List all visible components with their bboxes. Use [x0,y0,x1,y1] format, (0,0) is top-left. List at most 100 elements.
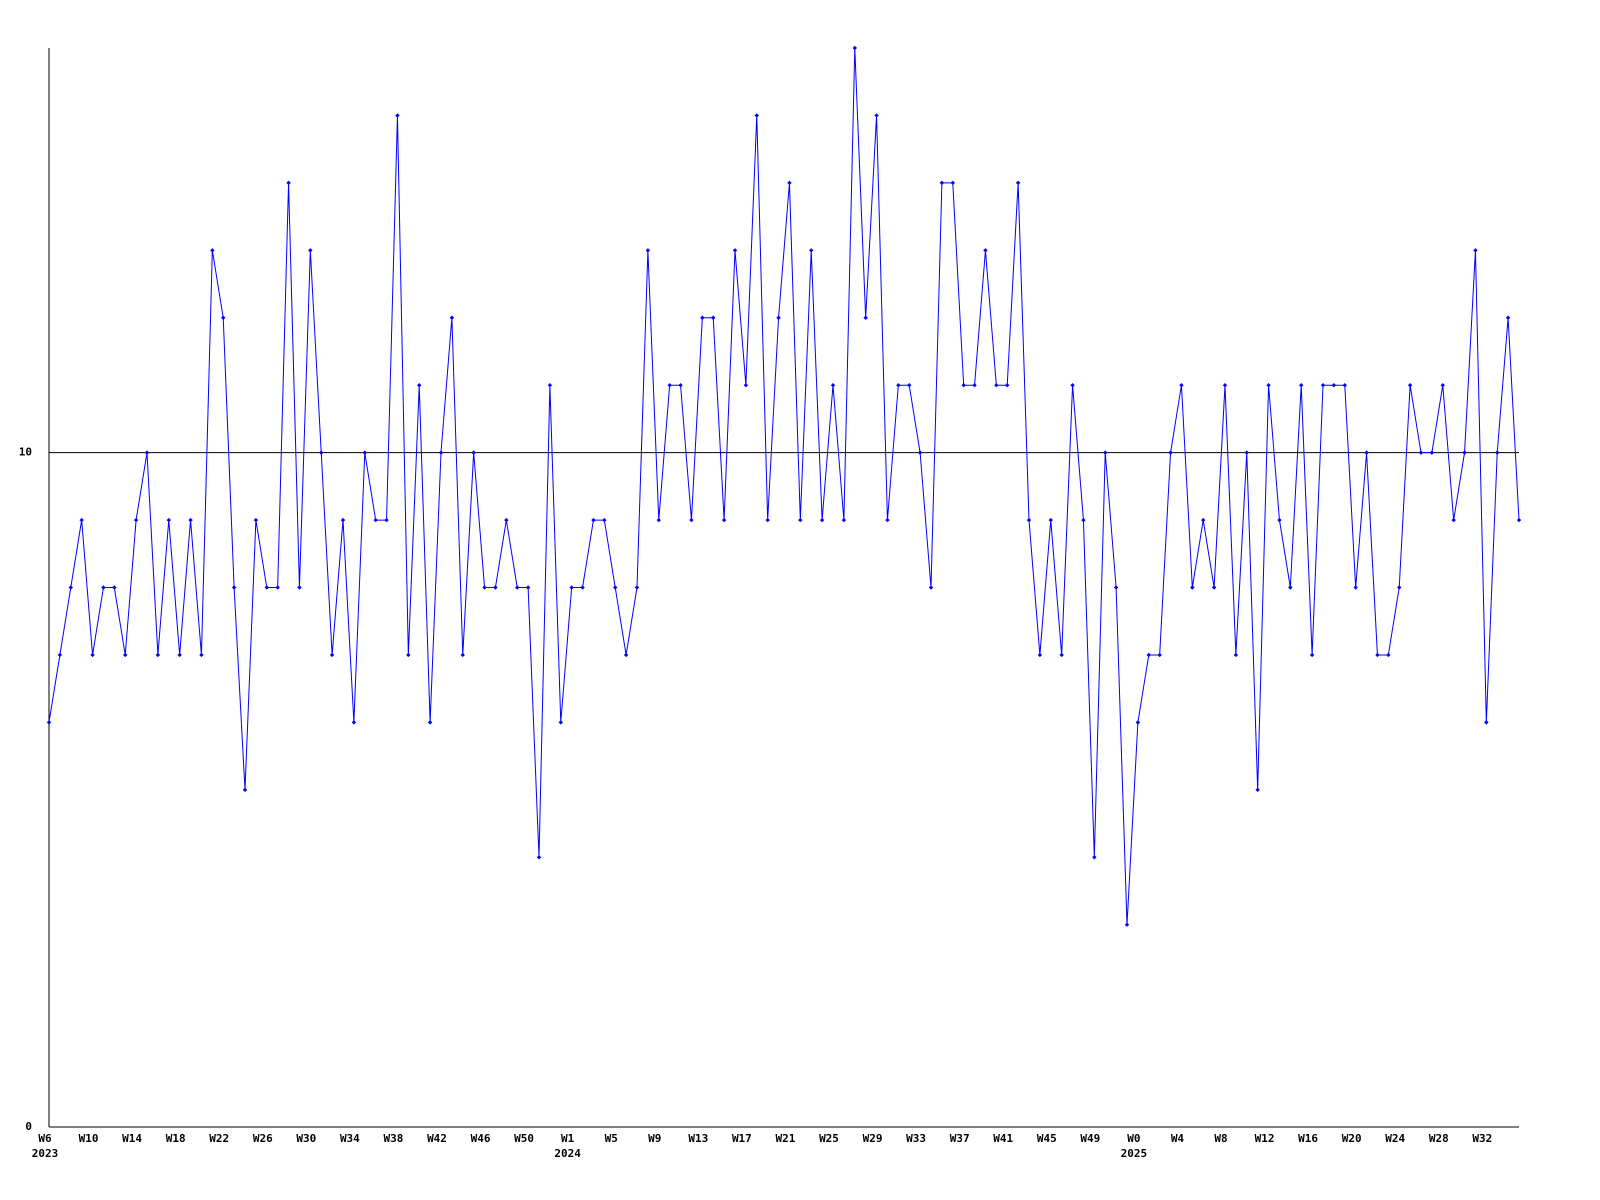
data-point [928,585,934,590]
data-point [809,248,814,253]
data-point [264,585,269,590]
x-tick-label: W42 [427,1132,447,1145]
data-point [743,382,749,388]
data-point [1418,450,1424,455]
data-point [319,450,324,455]
data-point [1113,585,1119,590]
data-point [406,652,411,658]
data-point [613,585,618,590]
data-point [515,585,520,590]
data-point [57,652,63,658]
data-point [885,517,890,523]
x-tick-label: W8 [1214,1132,1227,1145]
x-tick-label: W13 [688,1132,708,1145]
data-point [700,315,705,320]
data-point [438,450,444,455]
data-point [983,248,988,253]
data-point [721,517,727,523]
x-year-label: 2023 [32,1147,59,1160]
data-point [79,517,84,523]
data-point [1451,517,1456,523]
data-point [1516,517,1522,523]
data-point [1103,450,1108,455]
data-point [1211,585,1217,590]
data-point [830,382,836,388]
data-point [961,382,966,388]
data-point [308,248,313,253]
x-tick-label: W4 [1171,1132,1185,1145]
x-tick-label: W38 [384,1132,404,1145]
data-point [1048,517,1053,523]
data-point [166,517,171,523]
y-tick-label: 0 [25,1120,32,1133]
data-point [1299,382,1304,388]
data-point [1179,382,1184,388]
x-tick-label: W33 [906,1132,926,1145]
x-tick-label: W17 [732,1132,752,1145]
x-tick-label: W29 [863,1132,883,1145]
data-point [46,720,52,725]
data-point [1233,652,1239,658]
data-point [547,382,553,388]
data-point [1309,652,1315,658]
data-point [177,652,182,658]
data-point [1440,382,1445,388]
data-point [1124,922,1130,927]
data-point [1320,382,1326,388]
x-tick-label: W37 [950,1132,970,1145]
data-point [678,382,683,388]
data-point [373,517,378,523]
data-point [417,382,422,388]
x-year-label: 2025 [1121,1147,1148,1160]
x-tick-label: W24 [1385,1132,1405,1145]
data-point [199,652,204,658]
data-point [525,585,531,590]
data-point [1201,517,1206,523]
data-point [1277,517,1282,523]
data-point [395,113,400,118]
data-point [123,652,128,658]
x-tick-label: W25 [819,1132,839,1145]
data-point [1015,180,1021,186]
data-point [1353,585,1358,590]
data-point [798,517,803,523]
data-point [133,517,139,523]
data-point [569,585,574,590]
x-tick-label: W22 [209,1132,229,1145]
data-point [634,585,640,590]
data-point [874,113,879,118]
data-point [1190,585,1195,590]
data-point [939,180,945,186]
data-point [1255,787,1260,793]
x-tick-label: W5 [605,1132,618,1145]
data-point [689,517,694,523]
data-point [1092,855,1097,860]
data-point [101,585,106,590]
data-point [1407,382,1413,388]
data-point [1037,652,1043,658]
data-point [1005,382,1010,388]
data-point [1462,450,1467,455]
data-point [776,315,781,320]
data-point [1473,248,1478,253]
x-tick-label: W34 [340,1132,360,1145]
data-point [144,450,150,455]
x-tick-label: W18 [166,1132,186,1145]
x-tick-label: W0 [1127,1132,1140,1145]
data-point [449,315,455,320]
data-point [329,652,335,658]
data-point [819,517,825,523]
data-point [558,720,563,725]
data-point [917,450,923,455]
data-point [351,720,357,725]
data-point [155,652,161,658]
data-point [1146,652,1151,658]
x-year-label: 2024 [554,1147,581,1160]
data-point [896,382,901,388]
x-tick-label: W14 [122,1132,142,1145]
data-point [1342,382,1347,388]
x-tick-label: W32 [1472,1132,1492,1145]
data-point [231,585,237,590]
data-point [384,517,389,523]
